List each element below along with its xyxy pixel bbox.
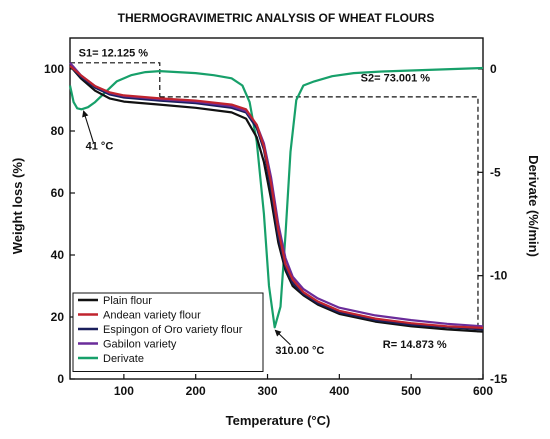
legend-label: Andean variety flour [103,310,201,322]
legend-box [72,292,264,372]
y2-tick-label: -5 [490,165,501,179]
y-tick-label: 0 [57,372,64,386]
annotations: S1= 12.125 % S2= 73.001 % 41 °C 310.00 °C R=… [79,48,447,358]
arrow-41 [82,110,95,144]
series-line-espingon-of-oro-variety-flour [69,65,484,331]
x-tick-label: 400 [329,384,349,398]
step-line-s1 [70,62,161,97]
plot-frame [69,37,484,380]
y-tick-label: 60 [51,186,65,200]
x-tick-label: 100 [114,384,134,398]
y-axis-label: Weight loss (%) [10,158,25,255]
y-tick-label: 80 [51,124,65,138]
axis-ticks: 100 200 300 400 500 600 0 20 40 60 80 100 0 -5 -10 -15 [44,62,508,398]
x-tick-label: 600 [473,384,493,398]
x-axis-label: Temperature (°C) [226,413,331,428]
legend-label: Espingon of Oro variety flour [103,324,243,336]
series-layer [68,62,484,333]
y-tick-label: 40 [51,248,65,262]
y2-tick-label: -15 [490,372,508,386]
step-line-s2 [159,96,479,333]
annotation-peak-310: 310.00 °C [275,345,324,357]
series-line-plain-flour [69,65,484,333]
x-tick-label: 300 [258,384,278,398]
step-lines [70,62,479,333]
series-line-andean-variety-flour [69,65,484,329]
y-tick-label: 20 [51,310,65,324]
y2-tick-label: 0 [490,62,497,76]
annotation-s2: S2= 73.001 % [361,72,431,84]
series-line-derivate [68,66,484,329]
legend-label: Gabilon variety [103,339,177,351]
annotation-residue: R= 14.873 % [383,339,447,351]
y2-tick-label: -10 [490,269,508,283]
x-tick-label: 500 [401,384,421,398]
legend: Plain flour Andean variety flour Espingon … [72,292,264,372]
legend-label: Derivate [103,353,144,365]
y-tick-label: 100 [44,62,64,76]
annotation-peak-41: 41 °C [86,141,114,153]
x-tick-label: 200 [186,384,206,398]
legend-label: Plain flour [103,295,152,307]
chart-title: THERMOGRAVIMETRIC ANALYSIS OF WHEAT FLOU… [118,11,435,25]
y2-axis-label: Derivate (%/min) [526,155,541,257]
arrow-310 [274,329,291,346]
plot-area [69,37,484,380]
annotation-s1: S1= 12.125 % [79,48,149,60]
